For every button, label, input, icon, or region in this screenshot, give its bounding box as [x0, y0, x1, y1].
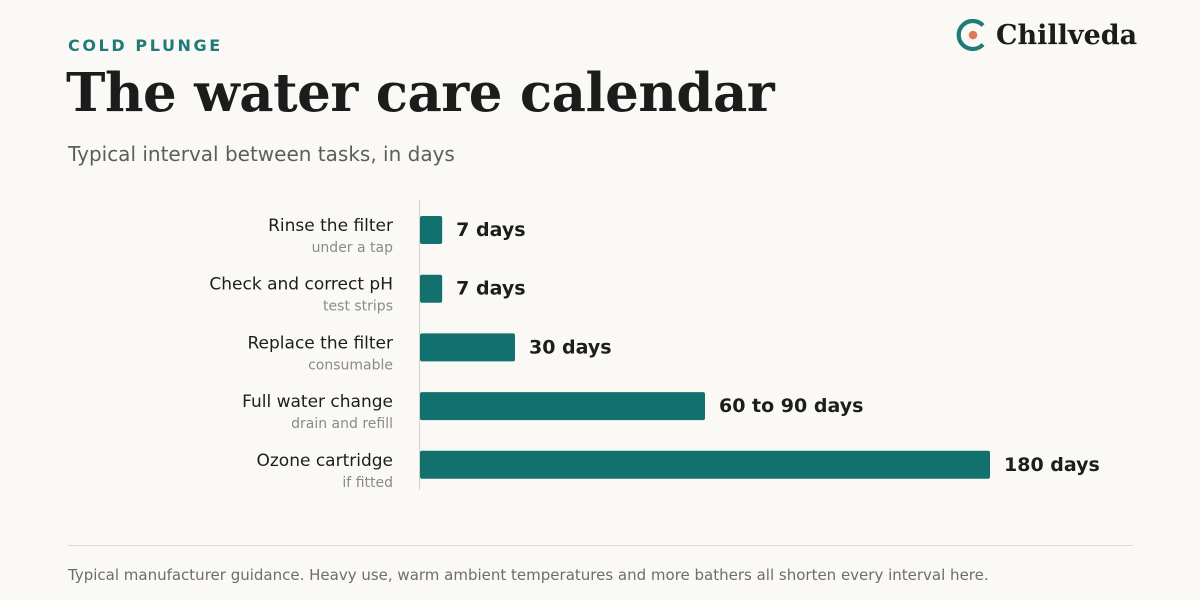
footer-divider: [68, 545, 1133, 546]
bar-category-sublabel: test strips: [323, 299, 393, 315]
bar: [420, 392, 705, 421]
footer-note: Typical manufacturer guidance. Heavy use…: [68, 566, 989, 584]
bar-category-sublabel: if fitted: [342, 475, 393, 491]
bar-value-label: 7 days: [456, 278, 525, 300]
bar-category-sublabel: under a tap: [312, 240, 394, 256]
bar: [420, 216, 443, 244]
brand-name: Chillveda: [996, 19, 1138, 51]
bar: [420, 450, 990, 479]
bar: [420, 333, 515, 362]
bar-category-sublabel: drain and refill: [291, 416, 393, 432]
bar-category-label: Check and correct pH: [209, 275, 393, 295]
bar: [420, 274, 443, 303]
brand-logo: Chillveda: [954, 17, 1137, 53]
bar-value-label: 7 days: [456, 219, 525, 241]
bar-category-label: Ozone cartridge: [256, 451, 393, 471]
bar-category-label: Rinse the filter: [268, 216, 393, 236]
bar-value-label: 180 days: [1004, 454, 1100, 476]
bar-value-label: 60 to 90 days: [719, 395, 863, 417]
brand-mark-icon: [956, 18, 985, 52]
bar-category-label: Full water change: [242, 392, 393, 412]
eyebrow-label: COLD PLUNGE: [68, 36, 223, 55]
bar-category-label: Replace the filter: [248, 333, 394, 353]
page-subtitle: Typical interval between tasks, in days: [68, 142, 455, 166]
bar-value-label: 30 days: [529, 336, 612, 358]
page-title: The water care calendar: [66, 62, 775, 124]
bar-category-sublabel: consumable: [308, 357, 393, 373]
